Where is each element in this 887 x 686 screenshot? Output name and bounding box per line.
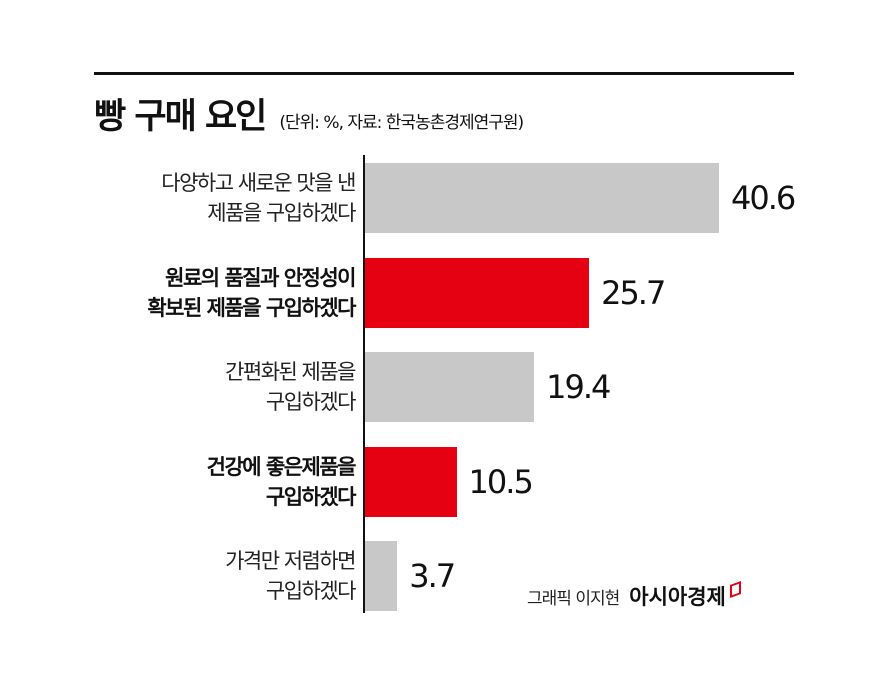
brand-logo-text: 아시아경제 bbox=[629, 585, 726, 609]
bar-row: 원료의 품질과 안정성이 확보된 제품을 구입하겠다 25.7 bbox=[0, 258, 887, 328]
bar-label: 간편화된 제품을 구입하겠다 bbox=[225, 352, 357, 422]
bar-value: 19.4 bbox=[546, 368, 611, 406]
bar-value: 25.7 bbox=[601, 274, 666, 312]
bar-label-line: 원료의 품질과 안정성이 bbox=[165, 266, 356, 290]
chart-title: 빵 구매 요인 bbox=[94, 97, 267, 137]
bar-label: 가격만 저렴하면 구입하겠다 bbox=[225, 541, 357, 611]
bar-row: 다양하고 새로운 맛을 낸 제품을 구입하겠다 40.6 bbox=[0, 163, 887, 233]
bar-label-line: 건강에 좋은제품을 bbox=[206, 455, 357, 479]
top-rule bbox=[94, 72, 794, 75]
bar-label: 다양하고 새로운 맛을 낸 제품을 구입하겠다 bbox=[161, 163, 356, 233]
bar-value: 3.7 bbox=[409, 557, 456, 595]
bar-label-line: 구입하겠다 bbox=[265, 579, 357, 603]
bar-label-line: 구입하겠다 bbox=[265, 390, 357, 414]
bar-label-line: 간편화된 제품을 bbox=[225, 360, 356, 384]
footer-credit: 그래픽 이지현 아시아경제 bbox=[527, 580, 741, 611]
bar-label: 원료의 품질과 안정성이 확보된 제품을 구입하겠다 bbox=[147, 258, 356, 328]
bar bbox=[365, 163, 719, 233]
bar-row: 간편화된 제품을 구입하겠다 19.4 bbox=[0, 352, 887, 422]
title-row: 빵 구매 요인 (단위: %, 자료: 한국농촌경제연구원) bbox=[94, 88, 524, 139]
brand-mark-icon bbox=[729, 580, 741, 598]
bar-label-line: 다양하고 새로운 맛을 낸 bbox=[161, 171, 356, 195]
bar-highlight bbox=[365, 447, 457, 517]
bar-value: 10.5 bbox=[468, 463, 534, 501]
bar bbox=[365, 352, 535, 422]
bar bbox=[365, 541, 398, 611]
bar-value: 40.6 bbox=[731, 179, 796, 217]
chart-subtitle: (단위: %, 자료: 한국농촌경제연구원) bbox=[279, 113, 524, 133]
bar-label-line: 제품을 구입하겠다 bbox=[207, 201, 356, 225]
bar-label-line: 구입하겠다 bbox=[265, 485, 357, 509]
bar-label: 건강에 좋은제품을 구입하겠다 bbox=[206, 447, 357, 517]
bar-row: 가격만 저렴하면 구입하겠다 3.7 bbox=[0, 541, 887, 611]
bar-row: 건강에 좋은제품을 구입하겠다 10.5 bbox=[0, 447, 887, 517]
graphic-credit: 그래픽 이지현 bbox=[527, 588, 620, 609]
bar-highlight bbox=[365, 258, 590, 328]
bar-label-line: 확보된 제품을 구입하겠다 bbox=[147, 296, 356, 320]
category-axis-line bbox=[363, 155, 365, 613]
bar-label-line: 가격만 저렴하면 bbox=[225, 549, 356, 573]
